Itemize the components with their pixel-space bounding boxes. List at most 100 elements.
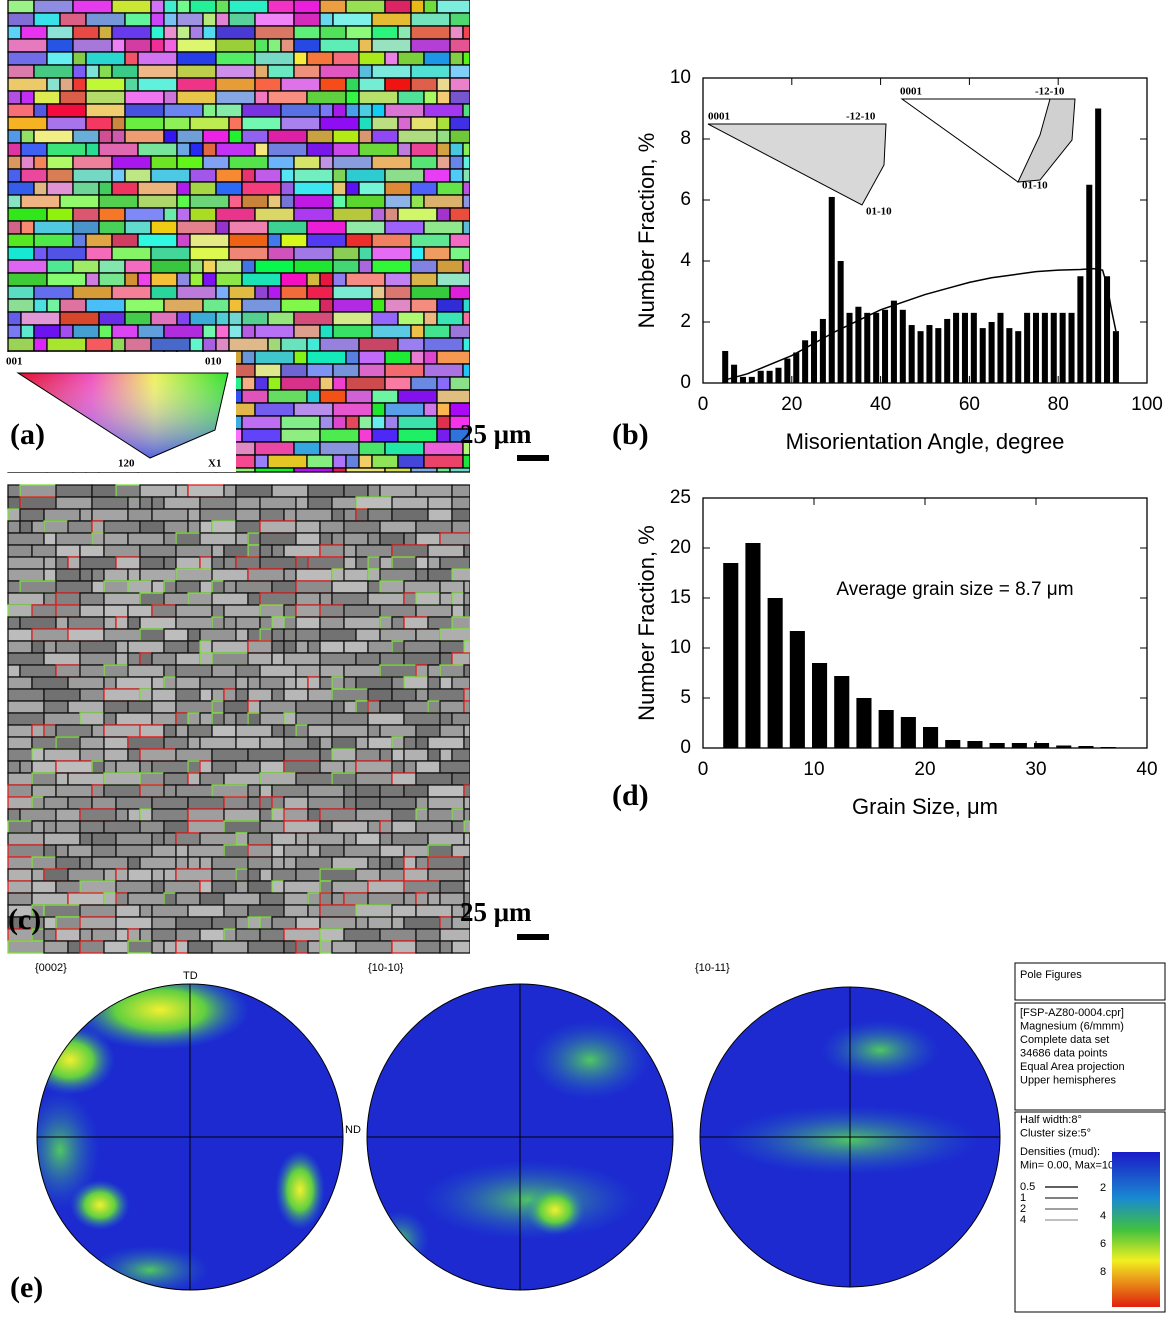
grain [73,234,86,247]
grain [404,593,416,605]
grain [255,26,294,39]
grain [128,641,164,653]
grain [398,338,424,351]
grain [308,677,320,689]
grain [380,797,416,809]
grain [8,785,32,797]
grain [281,104,320,117]
grain [284,905,308,917]
grain [92,725,104,737]
bar [758,371,764,383]
grain [404,617,428,629]
grain [176,485,188,497]
bar [829,197,835,383]
grain [320,338,359,351]
grain [307,455,333,468]
grain [104,737,128,749]
grain [8,247,34,260]
grain [307,351,346,364]
bar [909,325,915,383]
grain [203,260,216,273]
pf-axis-label: ND [345,1124,361,1136]
grain [294,403,333,416]
grain [416,665,428,677]
grain [307,273,320,286]
grain [463,52,470,65]
grain [86,78,125,91]
grain [284,569,296,581]
grain [359,442,385,455]
grain [332,881,368,893]
grain [281,195,294,208]
grain [272,809,284,821]
grain [56,581,92,593]
grain [68,893,104,905]
grain [176,677,200,689]
x-tick-label: 100 [1131,394,1163,415]
grain [356,773,392,785]
grain [176,869,212,881]
grain [437,143,450,156]
grain [452,845,470,857]
grain [177,286,216,299]
grain [8,169,21,182]
grain [380,725,416,737]
grain [47,299,60,312]
grain [346,468,385,472]
grain [424,325,450,338]
grain [116,929,128,941]
grain [281,338,307,351]
grain [212,545,224,557]
grain [8,881,32,893]
grain [411,325,424,338]
grain [112,338,125,351]
grain [346,0,385,13]
grain [450,26,463,39]
pf-blob [525,1185,585,1235]
grain [268,156,294,169]
grain [8,749,32,761]
grain [464,725,470,737]
grain [260,713,284,725]
grain [428,857,464,869]
grain [200,881,212,893]
grain [452,605,464,617]
grain [404,761,416,773]
grain [450,65,470,78]
bar [856,698,871,748]
grain [32,821,44,833]
grain [333,299,372,312]
grain [346,416,359,429]
grain [188,641,200,653]
grain [224,713,236,725]
grain [116,869,128,881]
grain [8,65,34,78]
grain [450,156,463,169]
grain [284,545,320,557]
grain [212,749,248,761]
grain [260,737,284,749]
grain [152,701,176,713]
grain [104,617,116,629]
grain [73,325,99,338]
grain [236,617,260,629]
grain [452,653,470,665]
grain [308,641,320,653]
grain [92,521,104,533]
grain [404,917,440,929]
grain [188,629,200,641]
grain [188,761,200,773]
grain [248,629,260,641]
grain [8,143,21,156]
grain [268,455,307,468]
grain [44,509,80,521]
grain [152,497,164,509]
grain [212,857,248,869]
grain [73,52,86,65]
grain [248,917,260,929]
grain [248,545,260,557]
pf-info: Complete data set [1020,1034,1109,1046]
grain [307,338,320,351]
x-tick-label: 30 [1025,759,1046,780]
grain [152,869,164,881]
